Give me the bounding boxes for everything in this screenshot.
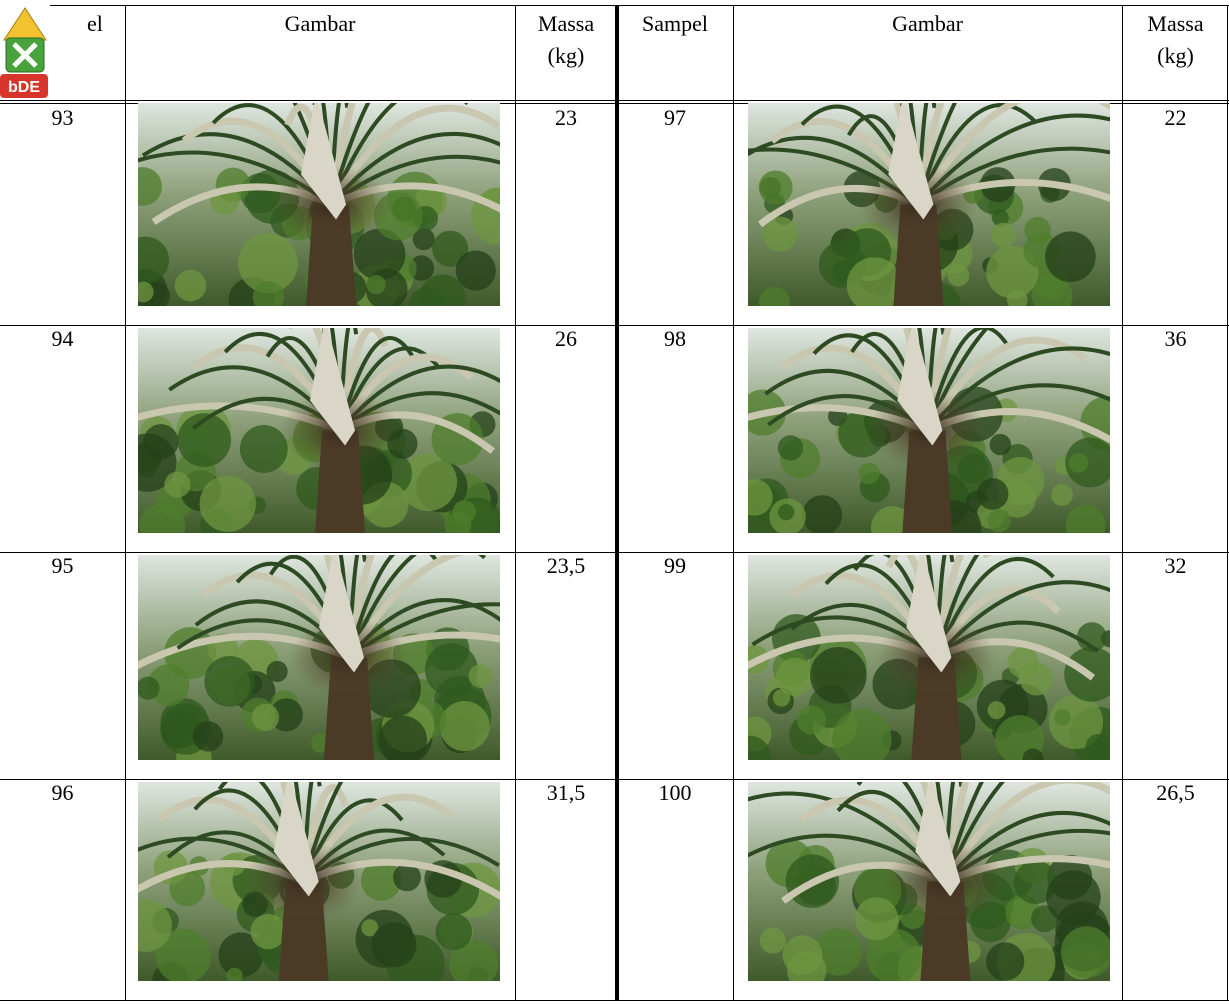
cell-text: 99 [664,553,686,578]
header-text: Massa (kg) [1147,11,1204,68]
column-line [733,5,734,1000]
cell-text: 98 [664,326,686,351]
cell-text: 93 [51,105,74,130]
header-cell: el [80,8,110,40]
header-text: Gambar [892,11,963,36]
cell-text: 26 [555,326,577,351]
header-text: Massa (kg) [537,11,595,68]
header-text: Gambar [284,11,356,36]
column-line [617,5,618,1000]
cell-text: 36 [1164,326,1187,351]
cell-text: 95 [51,553,74,578]
svg-text:bDE: bDE [8,79,40,96]
row-line [0,1000,1229,1001]
row-line [0,325,1229,326]
cell-text: 26,5 [1156,780,1195,805]
header-cell: Sampel [617,8,733,40]
header-cell: Massa (kg) [1122,8,1229,72]
cell-text: 22 [1164,105,1187,130]
palm-photo [138,103,500,306]
palm-photo [138,328,500,533]
cell-text: 97 [664,105,686,130]
header-text: el [87,11,103,36]
row-line [0,779,1229,780]
palm-photo [748,328,1110,533]
app-icon: bDE [0,0,50,100]
cell-text: 94 [51,326,74,351]
palm-photo [138,555,500,760]
column-line [515,5,516,1000]
header-cell: Gambar [125,8,515,40]
palm-photo [138,782,500,981]
cell-text: 100 [658,780,692,805]
row-line [0,552,1229,553]
header-cell: Massa (kg) [515,8,617,72]
header-text: Sampel [642,11,708,36]
row-line [0,5,1229,6]
palm-photo [748,555,1110,760]
row-line [0,103,1229,104]
cell-text: 23,5 [546,553,586,578]
palm-photo [748,782,1110,981]
cell-text: 32 [1164,553,1187,578]
row-line [0,100,1229,101]
column-line [1227,5,1228,1000]
palm-photo [748,103,1110,306]
header-cell: Gambar [733,8,1122,40]
cell-text: 23 [555,105,577,130]
cell-text: 96 [51,780,74,805]
cell-text: 31,5 [546,780,586,805]
column-line [1122,5,1123,1000]
column-line [125,5,126,1000]
